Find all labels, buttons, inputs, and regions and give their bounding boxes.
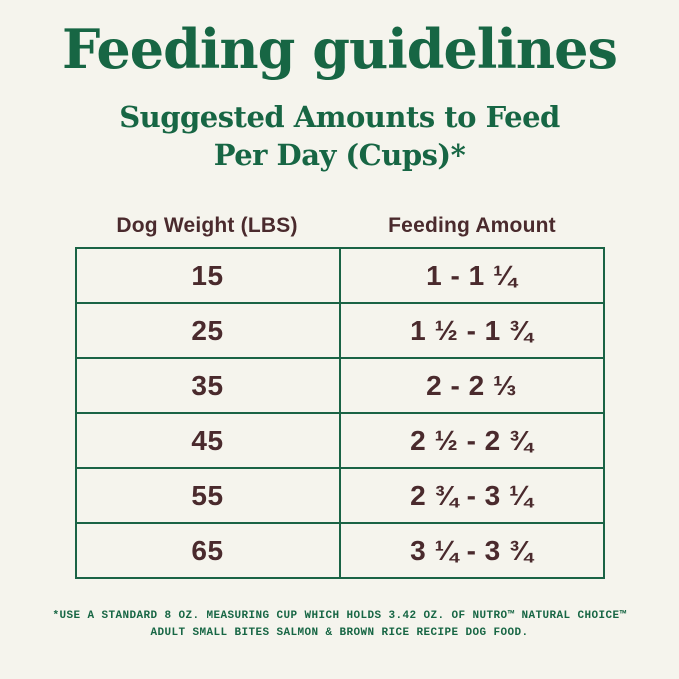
amount-cell: 3 ¼ - 3 ¾ <box>338 522 605 579</box>
subtitle-line-1: Suggested Amounts to Feed <box>119 100 560 134</box>
column-header-feeding-amount: Feeding Amount <box>388 214 556 237</box>
footnote-line-2: ADULT SMALL BITES SALMON & BROWN RICE RE… <box>150 627 529 639</box>
weight-cell: 55 <box>74 467 341 524</box>
table-column-headers: Dog Weight (LBS) Feeding Amount <box>75 214 605 238</box>
amount-cell: 2 ¾ - 3 ¼ <box>338 467 605 524</box>
subtitle-line-2: Per Day (Cups)* <box>213 138 466 172</box>
subtitle: Suggested Amounts to Feed Per Day (Cups)… <box>119 98 560 174</box>
amount-cell: 1 - 1 ¼ <box>338 247 605 304</box>
weight-cell: 35 <box>74 357 341 414</box>
table-row: 55 2 ¾ - 3 ¼ <box>74 467 605 524</box>
table-row: 65 3 ¼ - 3 ¾ <box>74 522 605 579</box>
weight-cell: 65 <box>74 522 341 579</box>
table-row: 35 2 - 2 ⅓ <box>74 357 605 414</box>
weight-cell: 15 <box>74 247 341 304</box>
footnote: *USE A STANDARD 8 OZ. MEASURING CUP WHIC… <box>52 608 626 642</box>
amount-cell: 1 ½ - 1 ¾ <box>338 302 605 359</box>
table-row: 25 1 ½ - 1 ¾ <box>74 302 605 359</box>
table-row: 45 2 ½ - 2 ¾ <box>74 412 605 469</box>
footnote-line-1: *USE A STANDARD 8 OZ. MEASURING CUP WHIC… <box>52 610 627 622</box>
column-header-dog-weight: Dog Weight (LBS) <box>116 214 298 237</box>
weight-cell: 25 <box>74 302 341 359</box>
page-title: Feeding guidelines <box>62 17 618 81</box>
weight-cell: 45 <box>74 412 341 469</box>
amount-cell: 2 ½ - 2 ¾ <box>338 412 605 469</box>
table-row: 15 1 - 1 ¼ <box>74 247 605 304</box>
feeding-table: 15 1 - 1 ¼ 25 1 ½ - 1 ¾ 35 2 - 2 ⅓ 45 2 … <box>74 247 605 579</box>
amount-cell: 2 - 2 ⅓ <box>338 357 605 414</box>
